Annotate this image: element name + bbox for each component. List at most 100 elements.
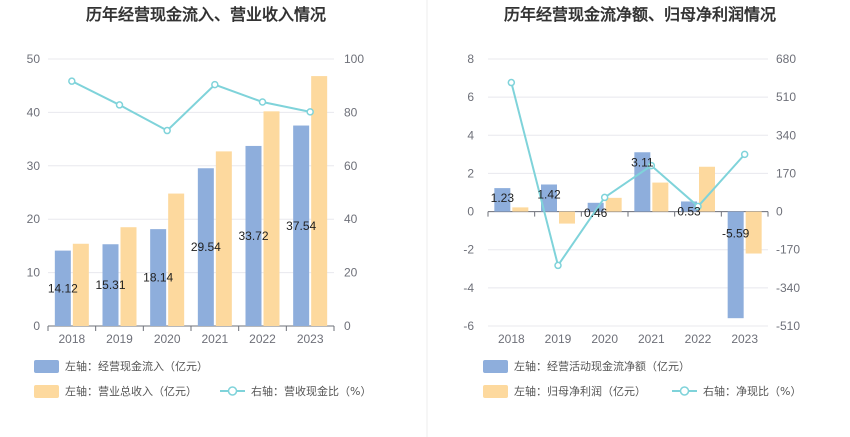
left-axis-tick-label: -2 bbox=[463, 243, 474, 257]
right-axis-tick-label: -510 bbox=[776, 319, 800, 333]
right-axis-tick-label: -170 bbox=[776, 243, 800, 257]
category-label: 2022 bbox=[685, 332, 712, 346]
bar-primary[interactable] bbox=[102, 244, 119, 326]
left-axis-tick-label: 0 bbox=[467, 205, 474, 219]
right-axis-tick-label: 680 bbox=[776, 52, 796, 66]
right-axis-tick-label: 170 bbox=[776, 166, 796, 180]
data-label: -5.59 bbox=[722, 226, 750, 240]
ratio-line bbox=[71, 80, 311, 132]
bar-secondary[interactable] bbox=[512, 207, 529, 212]
category-label: 2019 bbox=[106, 332, 133, 346]
bar-secondary[interactable] bbox=[263, 111, 280, 326]
bar-primary[interactable] bbox=[727, 211, 744, 319]
data-label: 3.11 bbox=[631, 155, 654, 169]
data-label: 29.54 bbox=[191, 240, 221, 254]
legend-label: 左轴：经营活动现金流净额（亿元） bbox=[514, 359, 690, 373]
right-axis-tick-label: 60 bbox=[344, 159, 358, 173]
left-axis-tick-label: 20 bbox=[27, 212, 41, 226]
legend-label: 左轴：经营现金流入（亿元） bbox=[65, 359, 208, 373]
category-label: 2021 bbox=[201, 332, 228, 346]
bar-secondary[interactable] bbox=[168, 193, 185, 326]
ratio-point[interactable] bbox=[507, 78, 516, 87]
right-axis-tick-label: 510 bbox=[776, 90, 796, 104]
bar-primary[interactable] bbox=[634, 152, 651, 212]
right-axis-tick-label: 0 bbox=[776, 205, 783, 219]
ratio-point[interactable] bbox=[740, 150, 749, 159]
bar-primary[interactable] bbox=[245, 145, 262, 326]
category-label: 2018 bbox=[58, 332, 85, 346]
category-label: 2020 bbox=[154, 332, 181, 346]
legend-label: 右轴：营收现金比（%） bbox=[251, 384, 371, 398]
data-label: 1.23 bbox=[491, 191, 515, 205]
legend-line-marker bbox=[679, 386, 690, 396]
data-label: 0.46 bbox=[584, 206, 608, 220]
chart-title: 历年经营现金流净额、归母净利润情况 bbox=[504, 5, 776, 24]
ratio-point[interactable] bbox=[306, 108, 314, 116]
category-label: 2020 bbox=[591, 332, 618, 346]
bar-primary[interactable] bbox=[293, 125, 310, 326]
legend-label: 左轴：营业总收入（亿元） bbox=[65, 384, 197, 398]
ratio-point[interactable] bbox=[258, 98, 267, 106]
category-label: 2022 bbox=[249, 332, 276, 346]
left-axis-tick-label: 8 bbox=[467, 52, 474, 66]
left-axis-tick-label: 2 bbox=[467, 166, 474, 180]
left-axis-tick-label: 10 bbox=[27, 266, 41, 280]
right-axis-tick-label: 40 bbox=[344, 212, 358, 226]
ratio-point[interactable] bbox=[647, 161, 656, 170]
ratio-point[interactable] bbox=[163, 126, 171, 135]
bar-secondary[interactable] bbox=[745, 211, 762, 254]
right-axis-tick-label: -340 bbox=[776, 281, 800, 295]
right-axis-tick-label: 340 bbox=[776, 128, 796, 142]
chart-title: 历年经营现金流入、营业收入情况 bbox=[86, 5, 326, 24]
legend-swatch[interactable] bbox=[483, 385, 508, 398]
bar-secondary[interactable] bbox=[652, 182, 669, 212]
left-axis-tick-label: 30 bbox=[27, 159, 41, 173]
data-label: 0.53 bbox=[677, 204, 701, 218]
legend-swatch[interactable] bbox=[34, 360, 59, 373]
data-label: 14.12 bbox=[48, 281, 78, 295]
ratio-point[interactable] bbox=[211, 80, 219, 89]
left-axis-tick-label: 6 bbox=[467, 90, 474, 104]
data-label: 1.42 bbox=[537, 187, 561, 201]
bar-primary[interactable] bbox=[197, 168, 214, 326]
left-axis-tick-label: -4 bbox=[463, 281, 474, 295]
bar-secondary[interactable] bbox=[559, 211, 575, 224]
ratio-point[interactable] bbox=[694, 202, 702, 211]
category-label: 2023 bbox=[731, 332, 758, 346]
ratio-point[interactable] bbox=[115, 101, 124, 109]
ratio-point[interactable] bbox=[600, 193, 609, 202]
bar-secondary[interactable] bbox=[311, 76, 328, 326]
data-label: 37.54 bbox=[286, 219, 316, 233]
bar-primary[interactable] bbox=[541, 184, 557, 212]
bar-primary[interactable] bbox=[587, 202, 604, 212]
category-label: 2021 bbox=[638, 332, 665, 346]
category-label: 2019 bbox=[545, 332, 572, 346]
left-axis-tick-label: 0 bbox=[33, 319, 40, 333]
right-axis-tick-label: 100 bbox=[344, 52, 364, 66]
left-axis-tick-label: 40 bbox=[27, 105, 41, 119]
legend-swatch[interactable] bbox=[34, 385, 59, 398]
bar-secondary[interactable] bbox=[215, 151, 232, 326]
left-axis-tick-label: -6 bbox=[463, 319, 474, 333]
bar-primary[interactable] bbox=[54, 250, 71, 326]
bar-primary[interactable] bbox=[494, 188, 511, 212]
ratio-point[interactable] bbox=[554, 261, 562, 270]
ratio-line bbox=[510, 82, 746, 268]
right-axis-tick-label: 20 bbox=[344, 266, 358, 280]
bar-secondary[interactable] bbox=[605, 197, 622, 212]
right-axis-tick-label: 0 bbox=[344, 319, 351, 333]
bar-secondary[interactable] bbox=[72, 243, 89, 326]
category-label: 2023 bbox=[297, 332, 324, 346]
legend-swatch[interactable] bbox=[483, 360, 508, 373]
bar-secondary[interactable] bbox=[120, 227, 137, 326]
legend-label: 右轴：净现比（%） bbox=[703, 384, 801, 398]
ratio-point[interactable] bbox=[68, 77, 76, 85]
category-label: 2018 bbox=[498, 332, 525, 346]
bar-primary[interactable] bbox=[150, 229, 167, 326]
right-axis-tick-label: 80 bbox=[344, 105, 358, 119]
data-label: 15.31 bbox=[95, 278, 125, 292]
bar-primary[interactable] bbox=[681, 201, 697, 212]
data-label: 33.72 bbox=[238, 229, 268, 243]
